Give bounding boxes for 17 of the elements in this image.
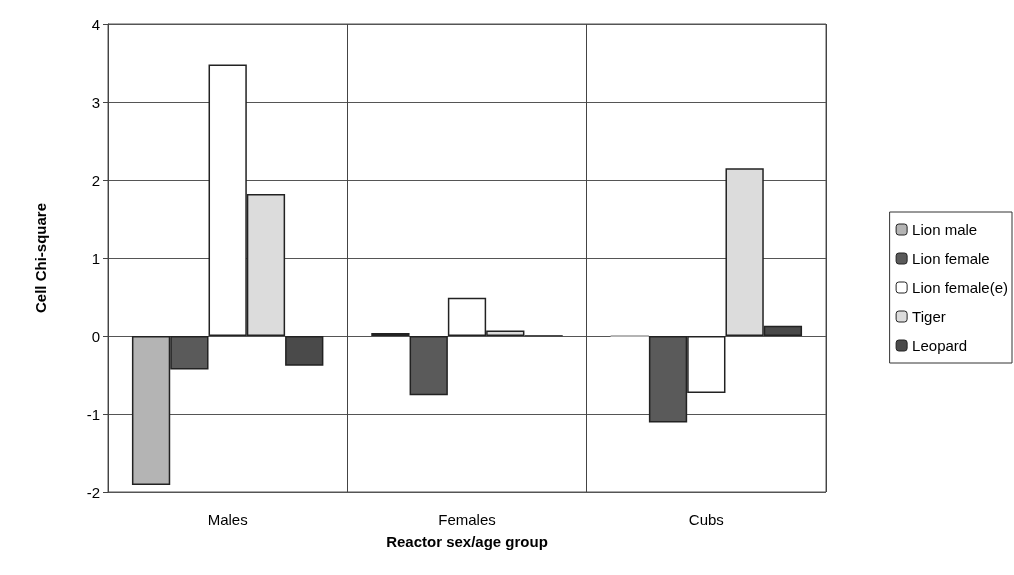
x-axis-title: Reactor sex/age group: [386, 533, 548, 550]
y-axis-title: Cell Chi-square: [32, 202, 49, 314]
x-tick-label: Females: [438, 511, 496, 528]
legend-label: Leopard: [912, 337, 968, 354]
y-tick-label: 2: [91, 171, 100, 189]
y-tick-label: 4: [91, 15, 100, 33]
x-tick-label: Males: [207, 511, 248, 528]
legend-label: Lion female(e): [912, 279, 1009, 296]
y-tick-label: 0: [91, 327, 100, 345]
y-tick-label: 3: [91, 93, 100, 111]
y-tick-label: -1: [86, 405, 100, 423]
legend-label: Lion female: [912, 250, 990, 267]
x-tick-label: Cubs: [688, 511, 724, 528]
y-tick-label: -2: [86, 483, 100, 501]
legend-label: Lion male: [912, 221, 978, 238]
y-tick-label: 1: [91, 249, 100, 267]
legend-label: Tiger: [912, 308, 946, 325]
